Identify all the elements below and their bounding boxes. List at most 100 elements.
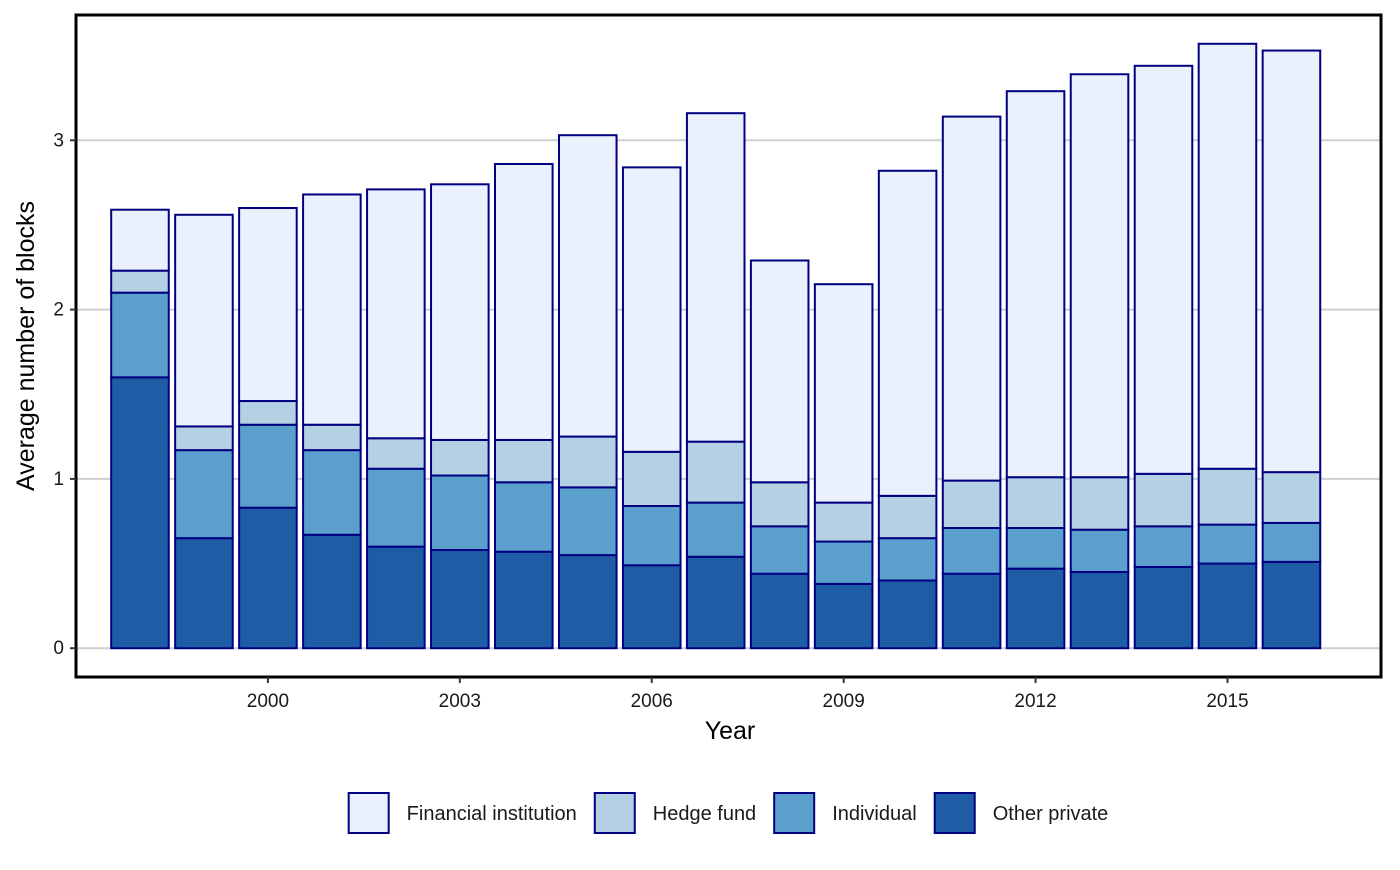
legend-item: Hedge fund [593,792,756,834]
plot-panel-border [74,13,1383,679]
bar-segment [749,481,810,528]
legend-item: Individual [773,792,917,834]
bar-segment [941,479,1002,530]
bar-segment [685,555,746,650]
legend-label: Individual [832,803,917,825]
bar-segment [1261,49,1322,474]
bar-segment [877,537,938,582]
legend-label: Financial institution [407,803,577,825]
bar-segment [174,425,234,452]
bar-segment [1069,476,1130,531]
bar-segment [110,291,170,379]
bar-segment [494,550,554,650]
bar-segment [110,208,170,272]
bar-segment [110,269,170,294]
bar-segment [749,259,810,484]
bar-segment [174,449,234,540]
bar-segment [621,564,682,650]
bar-segment [1197,42,1258,470]
bar-segment [430,474,490,552]
bar-segment [430,438,490,477]
bar-segment [1133,64,1194,475]
bar-segment [749,572,810,650]
y-axis-title: Average number of blocks [12,201,40,491]
y-tick-label: 2 [53,300,64,321]
bar-segment [685,440,746,504]
bar-segment [621,450,682,507]
bar-segment [685,112,746,443]
bar-segment [813,501,874,543]
bar-segment [1133,525,1194,568]
bar-segment [430,183,490,441]
bar-segment [941,572,1002,650]
bar-segment [1069,571,1130,650]
bar-segment [557,134,618,438]
bar-segment [877,579,938,650]
bar-segment [941,527,1002,575]
bar-segment [366,467,426,548]
bar-segment [813,283,874,504]
bar-segment [621,504,682,567]
bar-segment [557,486,618,557]
x-tick-label: 2009 [823,691,865,712]
y-axis: 0 1 2 3 [53,130,76,659]
legend-key [933,792,976,834]
bar-segment [366,188,426,440]
legend-item: Financial institution [347,792,577,834]
bar-segment [1005,527,1066,570]
legend-key [347,792,390,834]
y-tick-label: 1 [53,469,64,490]
bar-segment [302,193,362,426]
legend-item: Other private [933,792,1109,834]
bar-segment [366,545,426,650]
bar-segment [302,449,362,536]
bar-segment [621,166,682,453]
bar-segment [1069,73,1130,479]
bar-segment [238,207,298,403]
bar-segment [749,525,810,575]
bar-segment [557,435,618,489]
bar-segment [557,554,618,650]
bar-segment [1069,528,1130,574]
legend-label: Hedge fund [653,803,756,825]
bar-segment [366,437,426,470]
bar-segment [1261,560,1322,650]
bar-segment [238,423,298,509]
x-tick-label: 2006 [631,691,673,712]
y-tick-label: 0 [53,638,64,659]
bar-segment [1197,467,1258,526]
bars [110,42,1322,650]
bar-segment [1005,476,1066,530]
bar-segment [941,115,1002,482]
bar-segment [1005,567,1066,650]
bar-segment [685,501,746,558]
bar-segment [174,537,234,650]
bar-segment [1197,562,1258,650]
bar-segment [302,533,362,650]
bar-segment [1261,521,1322,563]
x-tick-label: 2003 [439,691,481,712]
legend-key [773,792,816,834]
bar-segment [813,540,874,585]
legend-label: Other private [993,803,1109,825]
bar-segment [1133,472,1194,528]
bar-segment [238,506,298,650]
bar-segment [1005,90,1066,479]
bar-segment [430,549,490,650]
x-axis: 2000 2003 2006 2009 2012 2015 [247,677,1249,712]
x-tick-label: 2015 [1206,691,1248,712]
bar-segment [302,423,362,452]
bar-segment [110,376,170,650]
y-tick-label: 3 [53,130,64,151]
bar-segment [494,162,554,441]
bar-segment [238,400,298,426]
legend: Financial institution Hedge fund Individua… [347,792,1109,834]
x-tick-label: 2012 [1014,691,1056,712]
bar-segment [1133,565,1194,650]
legend-key [593,792,636,834]
bar-segment [877,494,938,540]
x-tick-label: 2000 [247,691,289,712]
bar-segment [813,582,874,650]
